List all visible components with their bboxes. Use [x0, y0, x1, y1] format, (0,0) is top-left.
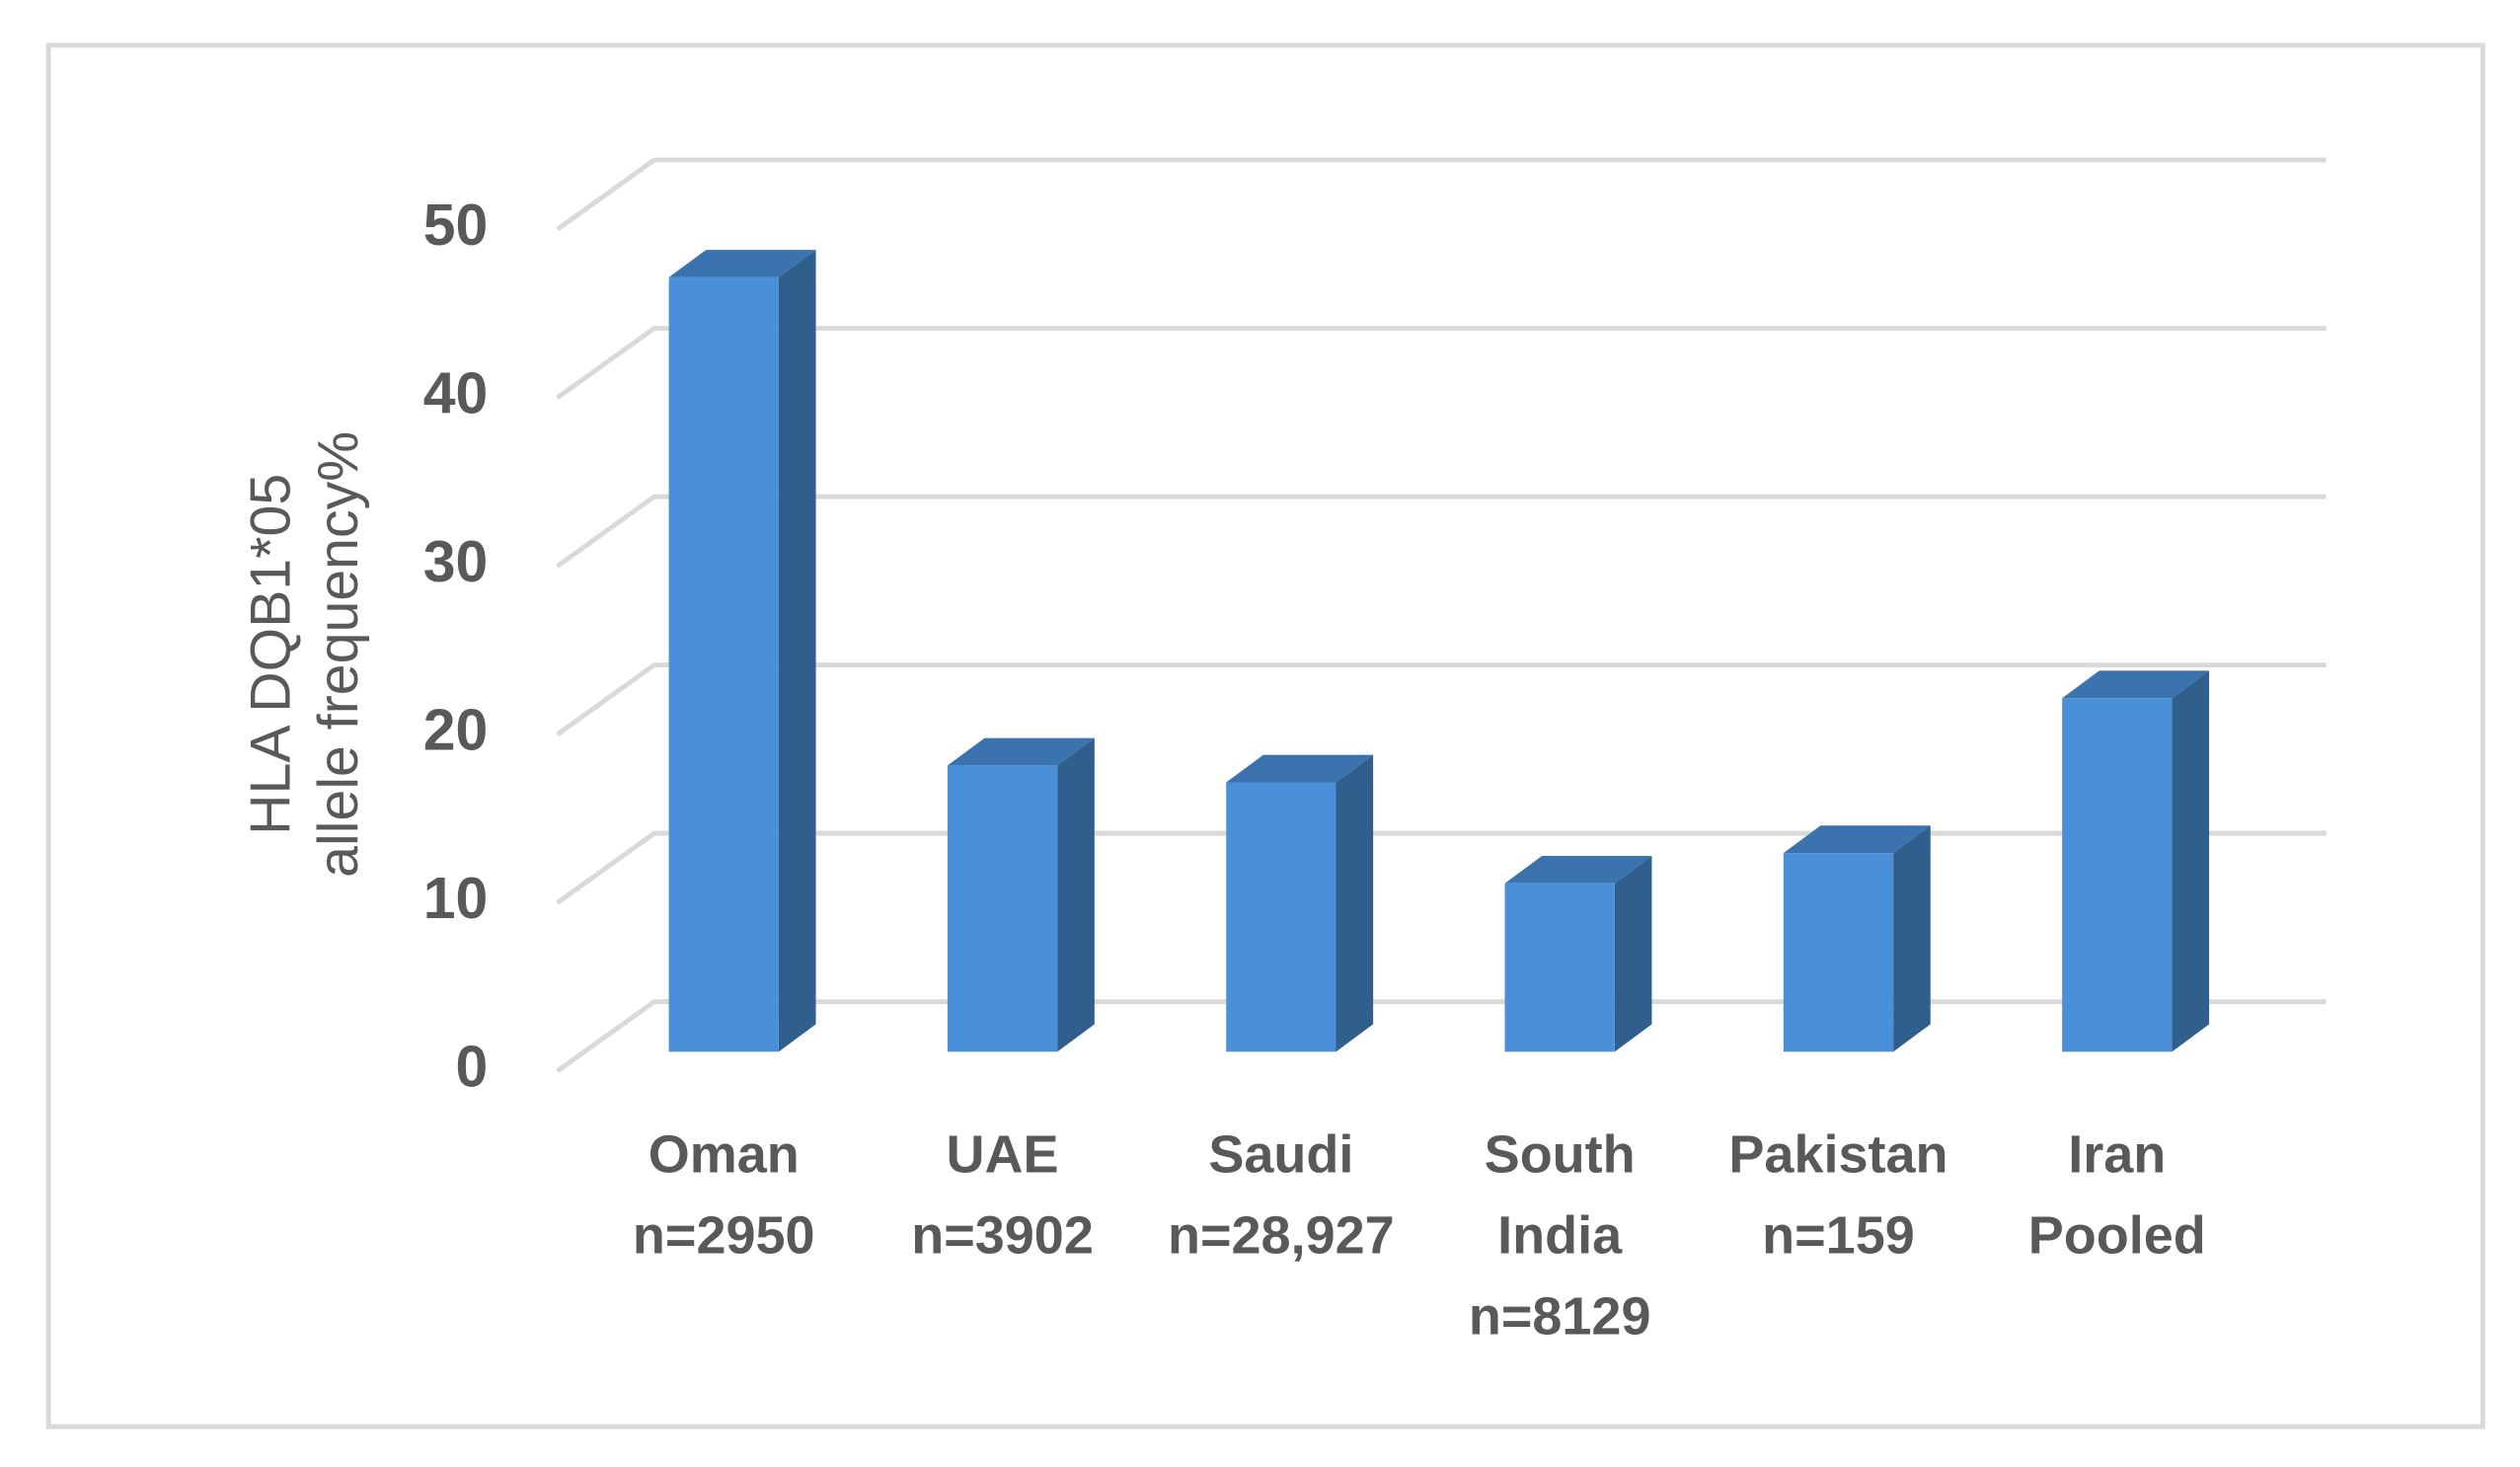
x-tick-label: Saudi [1208, 1125, 1353, 1185]
bar-front [1783, 853, 1894, 1052]
x-tick-label: Iran [2068, 1125, 2166, 1185]
grid-line [556, 494, 2327, 569]
bar-top [1783, 825, 1931, 854]
bar-side [1614, 855, 1652, 1052]
bar-side [1057, 737, 1095, 1052]
y-axis-title: HLA DQB1*05 allele frequency% [239, 431, 370, 878]
grid-line [556, 999, 2327, 1074]
bar-top [668, 250, 816, 277]
bar-side [2172, 670, 2210, 1052]
bar-top [1226, 754, 1374, 783]
bar [668, 250, 816, 1052]
grid-line [556, 157, 2327, 232]
x-tick-label: n=159 [1762, 1206, 1915, 1266]
bar-front [1504, 883, 1615, 1052]
grid-line [556, 326, 2327, 400]
bar-top [2062, 670, 2210, 699]
y-tick-label: 40 [423, 361, 489, 425]
y-tick-label: 0 [455, 1036, 488, 1100]
x-tick-label: n=28,927 [1168, 1206, 1395, 1266]
y-tick-label: 30 [423, 530, 489, 594]
x-tick-label: n=2950 [633, 1206, 815, 1266]
y-axis-title-line: HLA DQB1*05 [239, 474, 302, 835]
bar [2062, 670, 2210, 1052]
bar-front [668, 276, 779, 1052]
y-tick-label: 10 [423, 867, 489, 931]
bar-top [947, 737, 1095, 766]
x-tick-label: Pakistan [1728, 1125, 1947, 1185]
bar-side [1336, 754, 1374, 1052]
x-tick-label: India [1497, 1206, 1623, 1266]
x-tick-label: UAE [947, 1125, 1059, 1185]
bar-front [947, 765, 1058, 1052]
x-tick-label: n=8129 [1469, 1286, 1651, 1346]
y-tick-label: 50 [423, 193, 489, 258]
grid-line [556, 662, 2327, 736]
bar-side [778, 250, 816, 1052]
bar-top [1504, 855, 1652, 884]
y-tick-label: 20 [423, 699, 489, 763]
bar [1783, 825, 1931, 1052]
bar [947, 737, 1095, 1052]
x-tick-label: n=3902 [911, 1206, 1094, 1266]
x-tick-label: Oman [649, 1125, 800, 1185]
bar [1226, 754, 1374, 1052]
bar [1504, 855, 1652, 1052]
bar-front [2062, 698, 2173, 1052]
x-tick-label: South [1485, 1125, 1636, 1185]
grid-line [556, 830, 2327, 905]
x-tick-label: Pooled [2028, 1206, 2206, 1266]
bar-side [1893, 825, 1931, 1052]
bar-front [1226, 782, 1336, 1052]
y-axis-title-line: allele frequency% [307, 431, 370, 878]
